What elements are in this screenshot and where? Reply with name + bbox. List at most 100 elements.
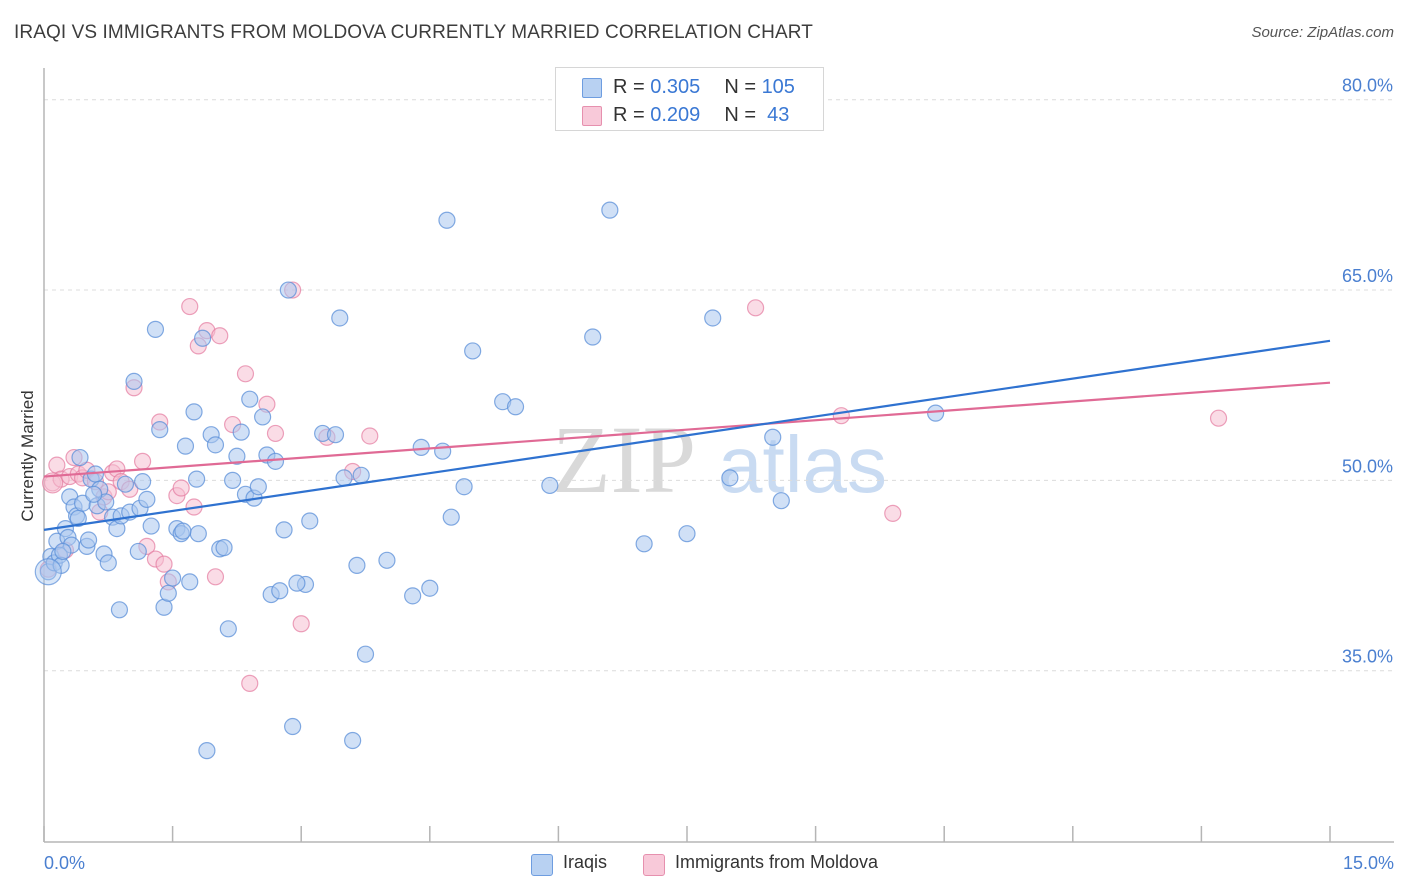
series-label-moldova: Immigrants from Moldova [675,852,879,872]
moldova-point [241,674,259,692]
iraqi-point [301,512,319,530]
moldova-point [236,365,255,383]
watermark-atlas: atlas [718,420,887,509]
iraqi-point [421,579,439,597]
moldova-point [361,427,379,445]
iraqi-point [764,428,782,446]
iraqi-point [279,281,297,299]
iraqi-point [219,620,237,638]
moldova-point [206,568,225,586]
iraqi-point [412,438,430,456]
iraqi-trend-line [43,339,1331,531]
moldova-point [211,327,229,345]
series-swatch-blue [531,854,553,876]
iraqi-point [331,309,349,327]
iraqi-point [125,372,143,391]
iraqi-point [438,211,456,229]
legend-text-iraqis: R = 0.305 N = 105 [613,76,795,98]
moldova-point [155,555,173,573]
y-tick-labels: 35.0% 50.0% 65.0% 80.0% [1342,76,1393,667]
iraqi-point [404,587,422,605]
iraqi-point [151,421,169,439]
iraqi-point [142,517,160,535]
moldova-point-cluster [41,472,64,494]
iraqi-point [434,442,452,460]
iraqi-point [232,423,250,441]
moldova-point [1209,409,1228,427]
moldova-point [832,407,850,425]
moldova-point [133,452,152,470]
moldova-point [292,615,310,633]
y-tick-label: 35.0% [1342,647,1393,667]
y-tick-label: 65.0% [1342,266,1393,286]
y-tick-label: 50.0% [1342,456,1393,476]
iraqi-point [442,508,460,526]
y-axis-label: Currently Married [18,390,37,521]
iraqi-point [69,509,87,528]
moldova-point [266,424,285,443]
iraqi-point [288,574,306,592]
iraqi-point [228,447,246,465]
iraqi-point [464,342,482,360]
watermark: ZIP atlas [552,406,887,513]
iraqi-point [224,471,242,489]
iraqi-point [133,473,152,491]
iraqi-point [54,542,72,561]
y-tick-label: 80.0% [1342,76,1393,96]
x-tick-label-min: 0.0% [44,853,85,873]
iraqi-point [146,320,165,338]
trend-lines [43,339,1331,531]
iraqi-point [198,742,216,760]
source-credit: Source: ZipAtlas.com [1251,24,1394,41]
legend-row-iraqis: R = 0.305 N = 105 [556,73,823,101]
iraqi-point [164,569,182,587]
iraqi-point [174,522,192,540]
iraqi-point [772,492,790,510]
gridlines [44,99,1394,672]
iraqi-point [71,448,89,467]
moldova-point [181,297,199,316]
chart-title: IRAQI VS IMMIGRANTS FROM MOLDOVA CURRENT… [14,22,813,43]
iraqi-point [275,521,293,539]
iraqi-point [138,490,156,509]
iraqi-point [348,556,366,574]
iraqi-point [188,470,206,488]
iraqi-point [159,584,177,602]
x-tick-label-max: 15.0% [1343,853,1394,873]
iraqi-point [455,478,473,496]
iraqi-point [215,539,233,557]
iraqi-point [326,426,345,444]
iraqi-point [85,485,103,503]
iraqi-point-cluster [34,558,62,586]
iraqi-point [241,390,259,408]
series-swatch-pink [643,854,665,876]
iraqi-point [344,731,362,750]
iraqi-point [378,551,396,569]
iraqi-point [704,309,722,327]
iraqi-point [584,328,602,346]
iraqi-point [189,525,207,543]
iraqi-point [249,478,267,496]
moldova-point [884,504,902,522]
iraqi-point [356,645,375,663]
iraqi-point [116,475,135,493]
iraqi-point [271,582,289,600]
iraqi-point [99,554,117,572]
x-ticks [43,826,1331,842]
series-label-iraqis: Iraqis [563,852,608,872]
moldova-trend-line [43,381,1331,478]
iraqi-point [79,531,98,549]
legend-swatch-blue [582,78,602,98]
iraqi-points [34,201,945,760]
iraqi-point [927,404,945,422]
watermark-zip: ZIP [552,406,696,513]
iraqi-point [254,408,272,426]
iraqi-point [266,452,285,470]
iraqi-point [185,403,203,421]
iraqi-point [206,436,225,454]
moldova-point [746,299,765,317]
iraqi-point [97,493,115,511]
moldova-point [172,479,190,497]
iraqi-point [352,466,370,484]
